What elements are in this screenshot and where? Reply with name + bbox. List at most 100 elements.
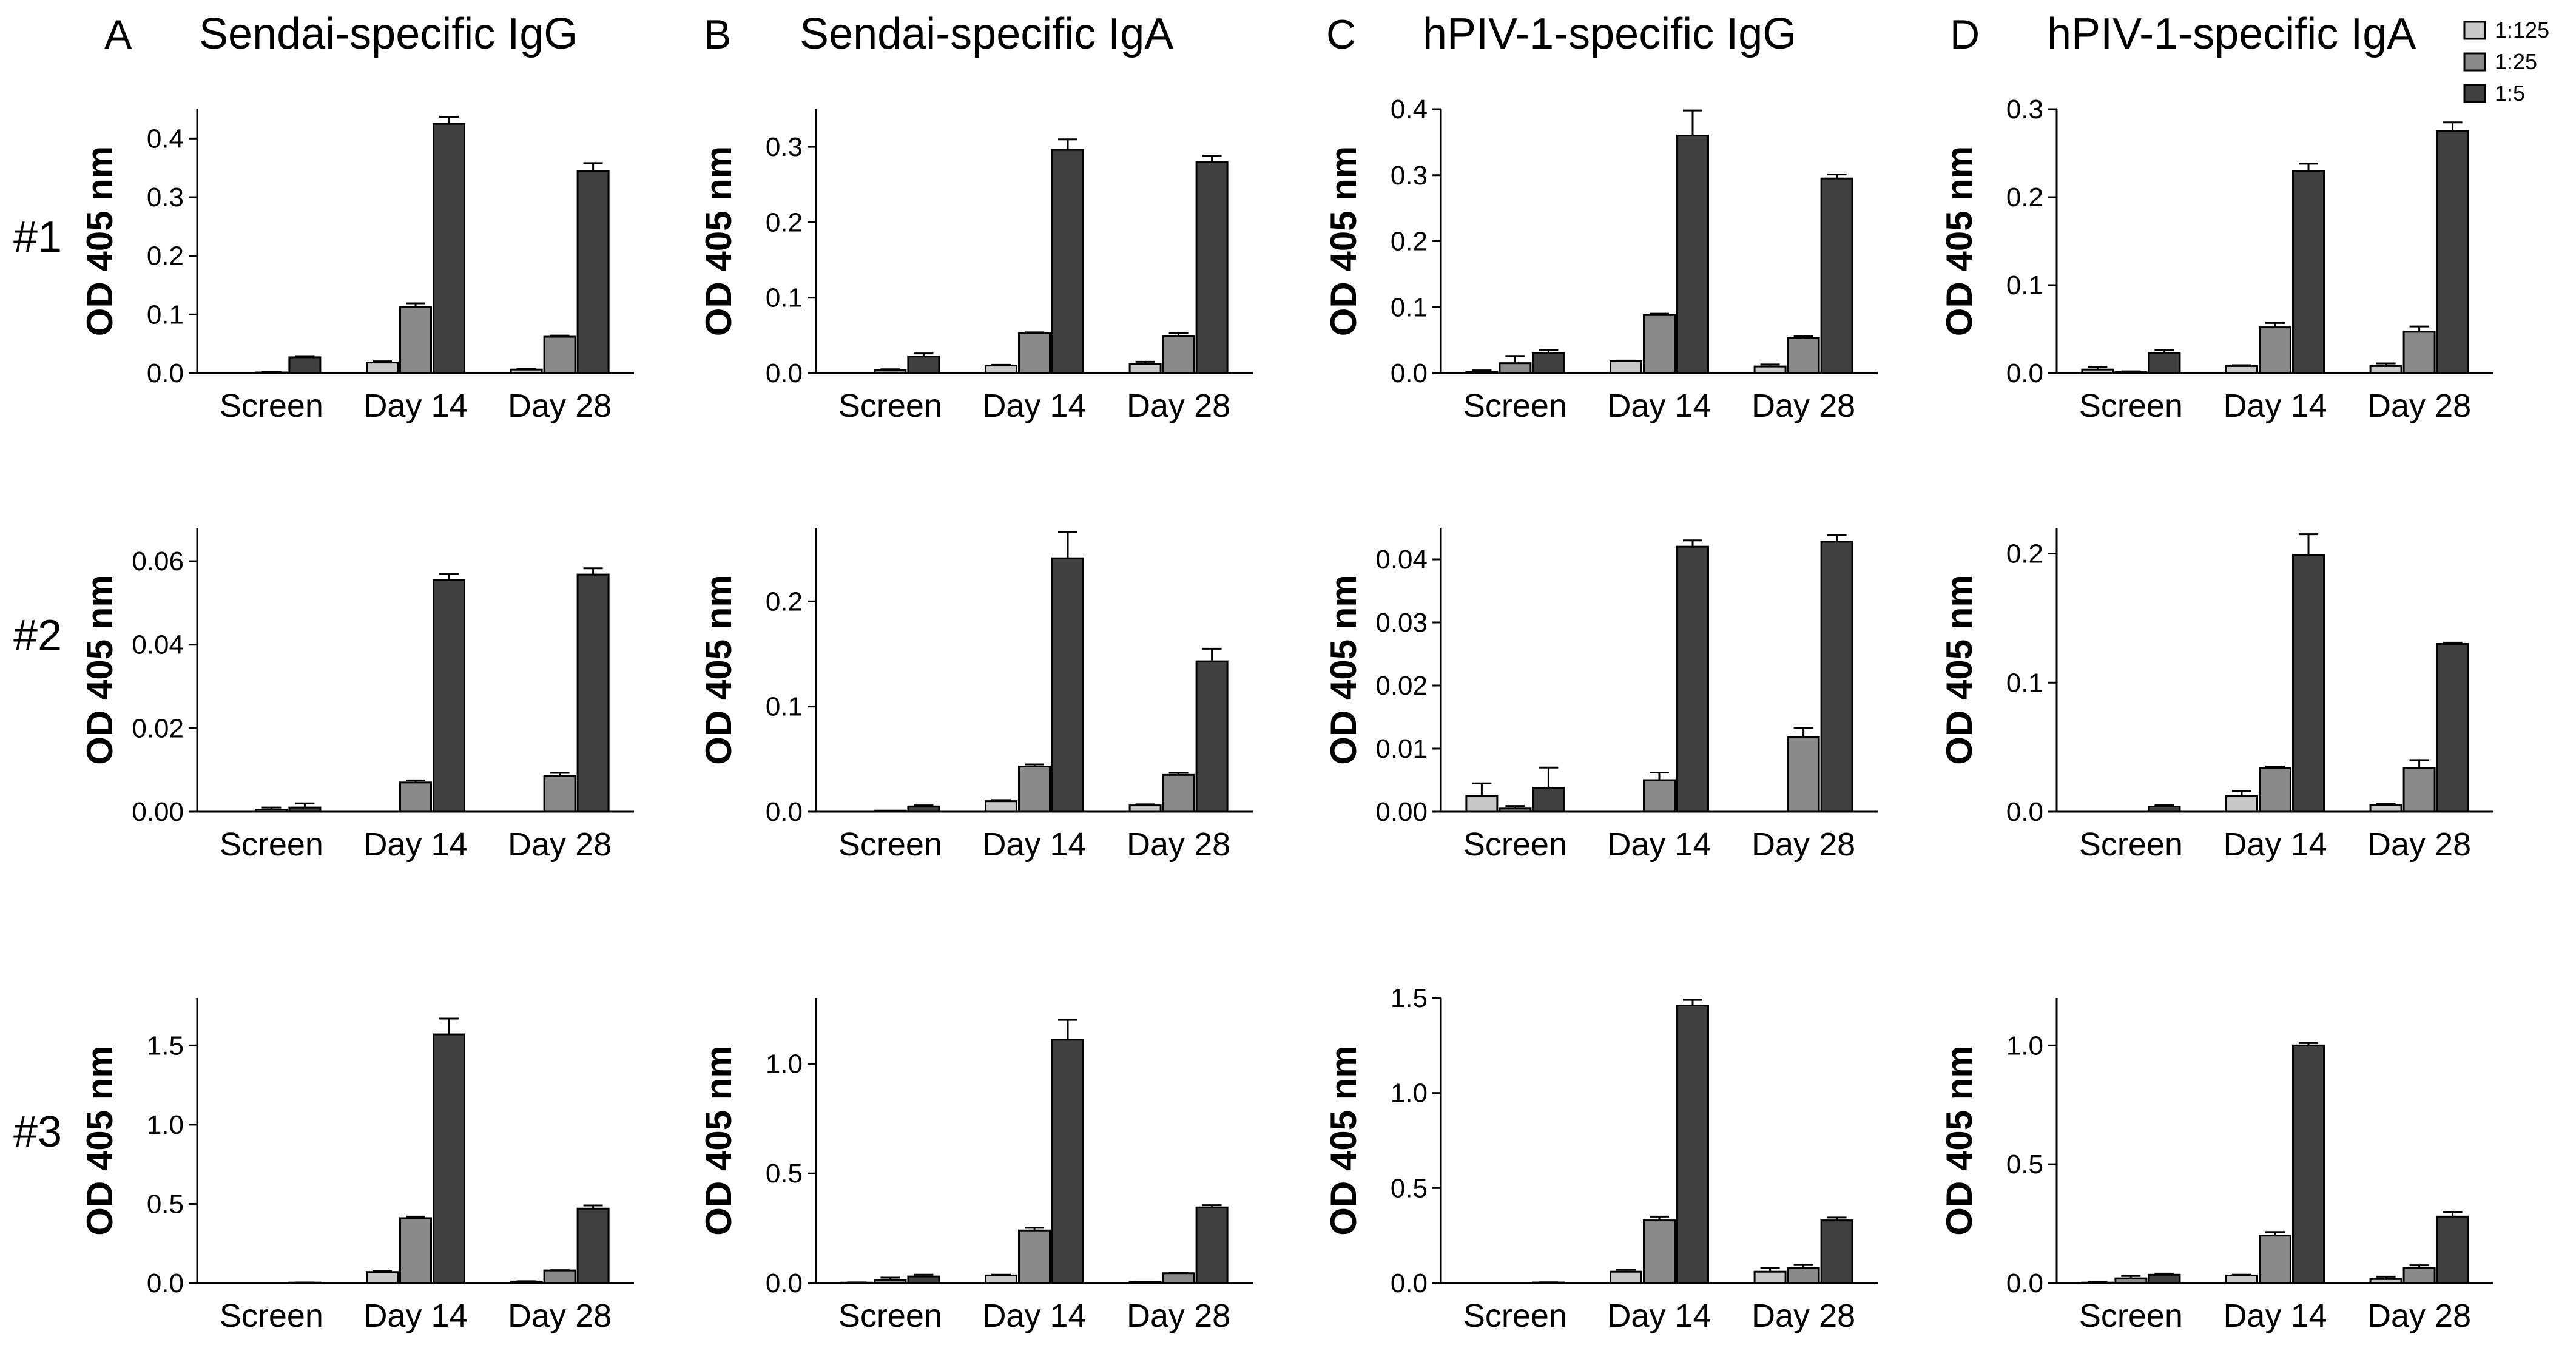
panel-d1-y-label: OD 405 nm [1939, 146, 1980, 336]
panel-c2-bar-day-28-1-5 [1820, 541, 1853, 813]
panel-a2: OD 405 nm 0.00 0.02 0.04 0.06 Screen Day 14 Day… [79, 528, 634, 863]
panel-c3-category-screen: Screen [1463, 1298, 1567, 1334]
panel-b2-bar-day-28-1-25 [1162, 773, 1195, 813]
panel-d3-bar-day-14-1-125 [2225, 1274, 2258, 1284]
panel-a1-bar-day-28-1-5 [576, 170, 610, 374]
panel-c2-category-screen: Screen [1463, 826, 1567, 863]
panel-b3-bar-screen-1-5 [907, 1275, 940, 1284]
panel-c3-category-day-14: Day 14 [1607, 1298, 1711, 1334]
panel-a3-y-tick-label-2: 1.0 [147, 1110, 184, 1140]
panel-d2: OD 405 nm 0.0 0.1 0.2 Screen Day 14 Day 28 [1939, 528, 2493, 863]
panel-d2-category-day-28: Day 28 [2367, 826, 2471, 863]
panel-d1-bar-day-28-1-5 [2436, 130, 2469, 374]
panel-d1-bar-screen-1-125 [2081, 368, 2114, 374]
panel-a1-bar-day-14-1-25 [399, 306, 432, 374]
legend-label-1-25: 1:25 [2495, 49, 2537, 74]
panel-b3-bar-day-14-1-125 [985, 1274, 1017, 1284]
panel-d2-bar-day-14-1-5 [2292, 554, 2325, 813]
panel-c2-category-day-28: Day 28 [1752, 826, 1855, 863]
panel-a2-category-day-28: Day 28 [508, 826, 612, 863]
panel-d3-bar-day-28-1-125 [2369, 1278, 2402, 1284]
chart-panels: OD 405 nm 0.0 0.1 0.2 0.3 0.4 Screen Day 14 Day … [79, 95, 2493, 1334]
panel-b1-bar-screen-1-25 [874, 369, 907, 374]
panel-c2-y-tick-label-0: 0.00 [1375, 797, 1428, 827]
panel-d3-y-label: OD 405 nm [1939, 1045, 1980, 1235]
panel-d2-bar-day-28-1-125 [2369, 804, 2402, 813]
panel-a3-bar-day-14-1-125 [366, 1271, 399, 1284]
panel-c2-bar-day-14-1-25 [1643, 779, 1676, 813]
panel-c3-bar-day-28-1-5 [1820, 1219, 1853, 1284]
panel-c1-y-tick-label-2: 0.2 [1391, 227, 1428, 257]
row-labels: #1 #2 #3 [13, 213, 62, 1156]
panel-b3-bar-day-14-1-25 [1018, 1229, 1051, 1284]
panel-c1-bar-screen-1-125 [1465, 371, 1499, 374]
panel-d3-bar-day-14-1-5 [2292, 1044, 2325, 1284]
panel-d2-y-tick-label-1: 0.1 [2006, 668, 2043, 698]
panel-letter-c: C [1326, 12, 1356, 58]
panel-b2-bar-screen-1-25 [874, 809, 907, 813]
legend-swatch-1-25 [2463, 52, 2486, 72]
panel-d1-y-tick-label-3: 0.3 [2006, 95, 2043, 124]
panel-title-d: hPIV-1-specific IgA [2047, 10, 2416, 58]
panel-b3-bar-day-14-1-5 [1051, 1039, 1084, 1284]
panel-d1-bar-screen-1-25 [2114, 371, 2148, 374]
panel-d1: OD 405 nm 0.0 0.1 0.2 0.3 Screen Day 14 Day 28 [1939, 95, 2493, 424]
panel-letter-d: D [1950, 12, 1980, 58]
panel-c2-bar-screen-1-25 [1499, 807, 1532, 813]
panel-b3-y-tick-label-0: 0.0 [766, 1269, 803, 1298]
panel-c3: OD 405 nm 0.0 0.5 1.0 1.5 Screen Day 14 Day 28 [1323, 983, 1878, 1334]
panel-b1-y-tick-label-0: 0.0 [766, 359, 803, 388]
panel-a1-bar-day-14-1-5 [433, 123, 465, 374]
panel-b3-bar-day-28-1-25 [1162, 1272, 1195, 1284]
panel-d3-bar-day-14-1-25 [2259, 1235, 2291, 1284]
panel-b2-y-tick-label-2: 0.2 [766, 587, 803, 616]
panel-d3-category-screen: Screen [2079, 1298, 2183, 1334]
panel-b2-y-tick-label-0: 0.0 [766, 797, 803, 827]
panel-a1-y-label: OD 405 nm [79, 146, 120, 336]
panel-b2-bar-day-28-1-125 [1128, 804, 1162, 813]
panel-d1-bar-day-14-1-25 [2259, 326, 2291, 374]
panel-c2-y-label: OD 405 nm [1323, 575, 1364, 764]
panel-b2-category-day-28: Day 28 [1127, 826, 1230, 863]
panel-c2-category-day-14: Day 14 [1607, 826, 1711, 863]
panel-c1-y-tick-label-0: 0.0 [1391, 359, 1428, 388]
panel-b1-y-tick-label-3: 0.3 [766, 132, 803, 162]
panel-d3: OD 405 nm 0.0 0.5 1.0 Screen Day 14 Day 28 [1939, 998, 2493, 1334]
panel-a1-bar-day-14-1-125 [366, 362, 399, 374]
panel-d1-category-day-14: Day 14 [2223, 388, 2327, 424]
panel-a3-y-tick-label-3: 1.5 [147, 1031, 184, 1060]
panel-d3-category-day-28: Day 28 [2367, 1298, 2471, 1334]
panel-d2-bar-day-14-1-25 [2259, 767, 2291, 813]
panel-b3: OD 405 nm 0.0 0.5 1.0 Screen Day 14 Day 28 [698, 998, 1253, 1334]
panel-a3-bar-day-28-1-5 [576, 1207, 610, 1284]
legend: 1:125 1:25 1:5 [2463, 18, 2549, 106]
panel-letter-b: B [704, 12, 731, 58]
panel-c1-bar-day-28-1-25 [1787, 337, 1820, 374]
panel-a3-category-screen: Screen [220, 1298, 323, 1334]
panel-b2-bar-day-28-1-5 [1195, 660, 1229, 813]
panel-a1-bar-screen-1-5 [288, 356, 322, 374]
panel-c2-y-tick-label-1: 0.01 [1375, 734, 1428, 764]
panel-d1-y-tick-label-0: 0.0 [2006, 359, 2043, 388]
panel-b2-category-day-14: Day 14 [982, 826, 1086, 863]
panel-b1-y-label: OD 405 nm [698, 146, 739, 336]
panel-d3-y-tick-label-2: 1.0 [2006, 1031, 2043, 1060]
panel-c1-y-tick-label-1: 0.1 [1391, 292, 1428, 322]
panel-c1-bar-day-14-1-25 [1643, 314, 1676, 374]
panel-a2-y-tick-label-0: 0.00 [132, 797, 184, 827]
panel-c1-y-tick-label-3: 0.3 [1391, 161, 1428, 190]
panel-b3-category-screen: Screen [838, 1298, 942, 1334]
panel-a2-y-tick-label-1: 0.02 [132, 713, 184, 743]
panel-b3-y-tick-label-2: 1.0 [766, 1049, 803, 1079]
panel-a2-y-tick-label-2: 0.04 [132, 630, 184, 660]
panel-a3-bar-day-14-1-5 [433, 1033, 465, 1284]
panel-c1-bar-day-28-1-125 [1753, 365, 1787, 374]
panel-d3-bar-day-28-1-25 [2402, 1267, 2436, 1284]
panel-a1-y-tick-label-0: 0.0 [147, 359, 184, 388]
panel-b1-bar-day-28-1-5 [1195, 161, 1229, 374]
panel-d2-y-label: OD 405 nm [1939, 575, 1980, 764]
panel-c3-y-tick-label-1: 0.5 [1391, 1173, 1428, 1203]
panel-b1-category-day-28: Day 28 [1127, 388, 1230, 424]
panel-title-b: Sendai-specific IgA [800, 10, 1173, 58]
panel-c2-bar-screen-1-125 [1465, 795, 1499, 813]
